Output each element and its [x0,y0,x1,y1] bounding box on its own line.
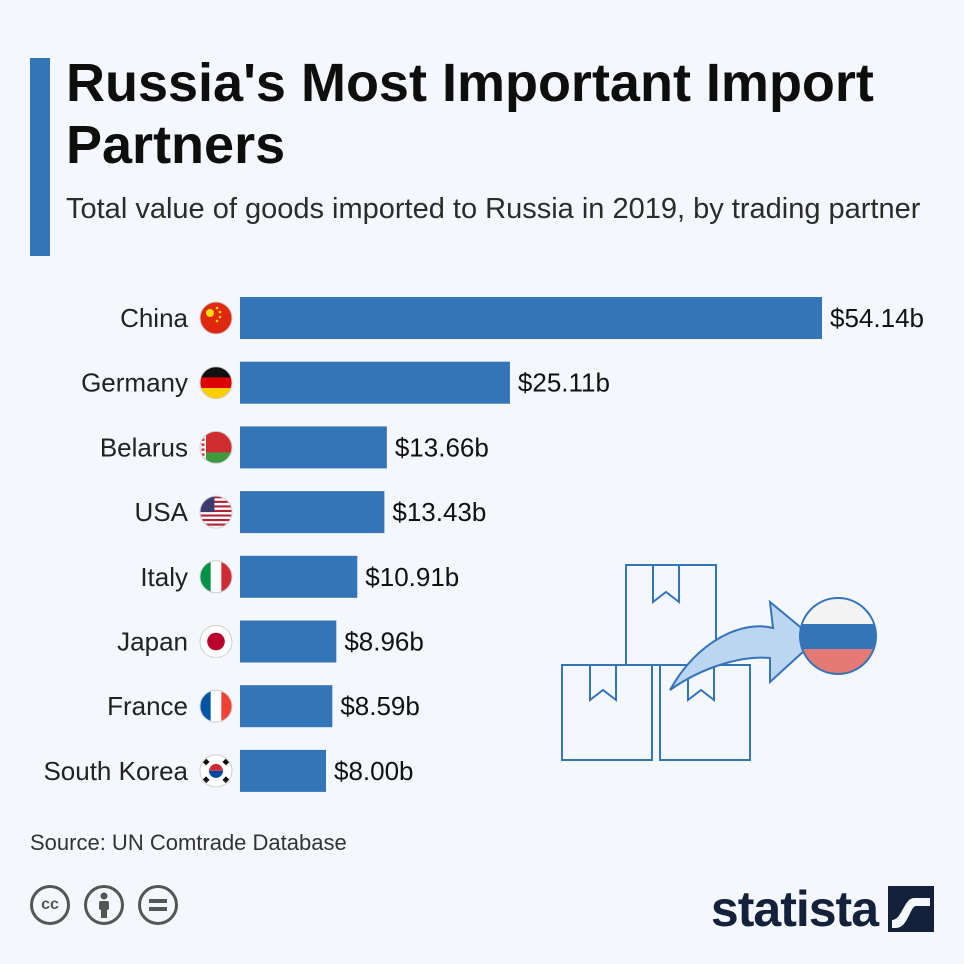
bar-germany[interactable] [240,361,510,404]
france-flag-icon [199,689,233,723]
italy-flag-icon [199,560,233,594]
value-label: $25.11b [518,368,610,398]
category-label: Japan [117,627,188,657]
japan-flag-icon [199,625,233,658]
value-label: $13.43b [392,497,486,527]
logo-wordmark: statista [710,881,879,937]
chart-title: Russia's Most Important Import Partners [66,53,874,175]
category-label: Belarus [100,432,188,462]
south-korea-flag-icon [199,754,233,788]
russia-flag-icon [799,597,877,675]
category-label: Italy [140,562,188,592]
value-label: $10.91b [365,562,459,592]
value-label: $8.59b [340,691,420,721]
category-label: Germany [81,368,188,398]
attribution-icon[interactable] [84,885,124,925]
category-label: China [120,303,188,333]
statista-logo-icon [888,886,934,932]
source-note: Source: UN Comtrade Database [30,830,347,855]
value-label: $8.96b [344,627,424,657]
bar-china[interactable] [240,297,822,339]
bar-france[interactable] [240,685,333,728]
value-label: $54.14b [830,303,924,333]
statista-logo[interactable]: statista [711,880,934,938]
bar-usa[interactable] [240,491,385,534]
bar-chart: China $54.14b Germany $25.11b Belarus $13.66b… [43,297,924,792]
germany-flag-icon [199,366,233,400]
bar-belarus[interactable] [240,426,387,469]
belarus-flag-icon [199,430,233,464]
category-label: USA [135,497,189,527]
title-accent-bar [30,58,50,256]
chart-subtitle: Total value of goods imported to Russia … [66,193,921,225]
value-label: $8.00b [334,756,414,786]
license-icons: cc [30,885,178,925]
no-derivatives-icon[interactable] [138,885,178,925]
category-label: South Korea [43,756,188,786]
bar-japan[interactable] [240,620,337,663]
cc-icon[interactable]: cc [30,885,70,925]
category-label: France [107,691,188,721]
shipping-boxes-illustration [561,564,877,761]
usa-flag-icon [199,495,233,529]
bar-italy[interactable] [240,555,358,598]
china-flag-icon [199,301,233,335]
value-label: $13.66b [395,432,489,462]
bar-south-korea[interactable] [240,749,326,792]
